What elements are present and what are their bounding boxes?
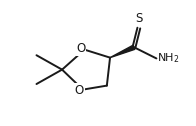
Polygon shape [110, 45, 135, 58]
Text: S: S [135, 12, 142, 25]
Text: O: O [75, 84, 84, 97]
Text: NH$_2$: NH$_2$ [157, 52, 180, 65]
Text: O: O [76, 42, 85, 55]
